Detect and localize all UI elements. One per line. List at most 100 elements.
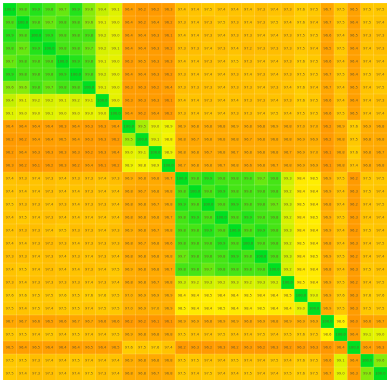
heatmap-cell-label-r5-c5: 100.0 bbox=[71, 73, 82, 77]
heatmap-cell-label-r24-c2: 96.6 bbox=[32, 320, 41, 324]
heatmap-cell-label-r7-c22: 97.6 bbox=[297, 99, 306, 103]
heatmap-cell-label-r13-c17: 99.8 bbox=[231, 177, 240, 181]
heatmap-cell-label-r18-c9: 96.8 bbox=[125, 242, 134, 246]
heatmap-cell-label-r28-c27: 99.6 bbox=[363, 372, 372, 376]
heatmap-cell-label-r14-c25: 97.4 bbox=[337, 190, 346, 194]
heatmap-cell-label-r21-c16: 99.2 bbox=[217, 281, 225, 285]
heatmap-cell-label-r19-c12: 96.8 bbox=[165, 255, 174, 259]
heatmap-cell-label-r2-c7: 99.2 bbox=[98, 34, 106, 38]
heatmap-cell-label-r18-c6: 97.3 bbox=[85, 242, 93, 246]
heatmap-cell-label-r9-c25: 96.9 bbox=[337, 125, 346, 129]
heatmap-cell-label-r18-c19: 99.8 bbox=[257, 242, 266, 246]
heatmap-cell-label-r12-c22: 96.9 bbox=[297, 164, 306, 168]
heatmap-cell-label-r18-c18: 100.0 bbox=[243, 242, 254, 246]
heatmap-cell-label-r9-c2: 96.4 bbox=[32, 125, 41, 129]
heatmap-cell-label-r5-c6: 99.8 bbox=[85, 73, 94, 77]
heatmap-cell-label-r8-c3: 99.1 bbox=[45, 112, 53, 116]
heatmap-cell-label-r15-c13: 99.9 bbox=[178, 203, 187, 207]
heatmap-cell-label-r10-c27: 96.8 bbox=[363, 138, 372, 142]
heatmap-cell-label-r9-c28: 96.8 bbox=[376, 125, 385, 129]
heatmap-cell-label-r15-c7: 97.3 bbox=[98, 203, 106, 207]
heatmap-cell-label-r16-c24: 96.9 bbox=[323, 216, 332, 220]
heatmap-cell-label-r2-c13: 97.4 bbox=[178, 34, 187, 38]
heatmap-cell-label-r3-c19: 97.3 bbox=[257, 47, 265, 51]
heatmap-cell-label-r27-c5: 97.5 bbox=[72, 359, 80, 363]
heatmap-cell-label-r27-c6: 97.4 bbox=[85, 359, 94, 363]
heatmap-cell-label-r15-c21: 99.3 bbox=[284, 203, 292, 207]
heatmap-cell-label-r11-c26: 97.6 bbox=[350, 151, 359, 155]
heatmap-cell-label-r27-c3: 97.4 bbox=[45, 359, 54, 363]
heatmap-cell-label-r2-c22: 97.5 bbox=[297, 34, 305, 38]
heatmap-cell-label-r0-c2: 99.9 bbox=[32, 8, 41, 12]
heatmap-cell-label-r4-c24: 96.6 bbox=[323, 60, 332, 64]
heatmap-cell-label-r17-c2: 97.3 bbox=[32, 229, 40, 233]
heatmap-cell-label-r2-c19: 97.4 bbox=[257, 34, 266, 38]
heatmap-cell-label-r26-c1: 96.4 bbox=[19, 346, 28, 350]
heatmap-cell-label-r18-c5: 97.4 bbox=[72, 242, 81, 246]
heatmap-cell-label-r3-c2: 99.9 bbox=[32, 47, 41, 51]
heatmap-cell-label-r23-c7: 97.5 bbox=[98, 307, 106, 311]
heatmap-cell-label-r11-c27: 96.8 bbox=[363, 151, 372, 155]
heatmap-cell-label-r3-c6: 99.7 bbox=[85, 47, 93, 51]
heatmap-cell-label-r16-c26: 96.3 bbox=[350, 216, 358, 220]
heatmap-cell-label-r26-c20: 96.3 bbox=[270, 346, 278, 350]
heatmap-cell-label-r19-c4: 97.4 bbox=[59, 255, 68, 259]
heatmap-cell-label-r23-c28: 97.5 bbox=[376, 307, 384, 311]
heatmap-cell-label-r14-c17: 99.8 bbox=[231, 190, 240, 194]
heatmap-cell-label-r22-c17: 98.4 bbox=[231, 294, 240, 298]
heatmap-cell-label-r9-c1: 96.4 bbox=[19, 125, 28, 129]
heatmap-cell-label-r9-c14: 96.8 bbox=[191, 125, 200, 129]
heatmap-cell-label-r9-c20: 96.9 bbox=[270, 125, 279, 129]
heatmap-cell-label-r13-c22: 98.4 bbox=[297, 177, 306, 181]
heatmap-cell-label-r21-c27: 97.4 bbox=[363, 281, 372, 285]
heatmap-cell-label-r16-c25: 97.5 bbox=[337, 216, 345, 220]
heatmap-cell-label-r15-c11: 96.7 bbox=[151, 203, 159, 207]
heatmap-cell-label-r4-c8: 99.0 bbox=[112, 60, 121, 64]
heatmap-cell-label-r5-c28: 97.4 bbox=[376, 73, 385, 77]
heatmap-cell-label-r1-c25: 97.5 bbox=[337, 21, 345, 25]
heatmap-cell-label-r25-c10: 96.8 bbox=[138, 333, 147, 337]
heatmap-cell-label-r27-c16: 97.4 bbox=[217, 359, 226, 363]
heatmap-cell-label-r10-c8: 96.2 bbox=[112, 138, 120, 142]
heatmap-cell-label-r26-c16: 96.3 bbox=[217, 346, 225, 350]
heatmap-cell-label-r23-c2: 97.5 bbox=[32, 307, 40, 311]
heatmap-cell-label-r3-c18: 97.2 bbox=[244, 47, 252, 51]
heatmap-cell-label-r25-c11: 96.8 bbox=[151, 333, 160, 337]
heatmap-cell-label-r5-c19: 97.3 bbox=[257, 73, 265, 77]
heatmap-cell-label-r4-c28: 97.4 bbox=[376, 60, 385, 64]
heatmap-cell-label-r20-c0: 97.4 bbox=[6, 268, 15, 272]
heatmap-cell-label-r18-c20: 99.8 bbox=[270, 242, 279, 246]
heatmap-cell-label-r15-c1: 97.3 bbox=[19, 203, 27, 207]
heatmap-cell-label-r18-c7: 97.3 bbox=[98, 242, 106, 246]
heatmap-cell-label-r28-c16: 97.4 bbox=[217, 372, 226, 376]
heatmap-cell-label-r24-c23: 96.9 bbox=[310, 320, 319, 324]
heatmap-cell-label-r14-c16: 99.9 bbox=[217, 190, 226, 194]
heatmap-cell-label-r7-c27: 97.4 bbox=[363, 99, 372, 103]
heatmap-cell-label-r28-c18: 97.5 bbox=[244, 372, 252, 376]
heatmap-cell-label-r25-c23: 97.5 bbox=[310, 333, 318, 337]
heatmap-cell-label-r3-c23: 97.4 bbox=[310, 47, 319, 51]
heatmap-cell-label-r9-c23: 97.0 bbox=[310, 125, 319, 129]
heatmap-cell-label-r9-c19: 96.8 bbox=[257, 125, 266, 129]
heatmap-cell-label-r11-c23: 97.0 bbox=[310, 151, 319, 155]
heatmap-cell-label-r6-c18: 97.3 bbox=[244, 86, 252, 90]
heatmap-cell-label-r16-c23: 98.5 bbox=[310, 216, 318, 220]
heatmap-cell-label-r19-c6: 97.4 bbox=[85, 255, 94, 259]
heatmap-cell-label-r7-c0: 99.4 bbox=[6, 99, 15, 103]
heatmap-cell-label-r24-c8: 96.6 bbox=[112, 320, 121, 324]
heatmap-cell-label-r21-c2: 97.3 bbox=[32, 281, 40, 285]
heatmap-cell-label-r25-c26: 96.4 bbox=[350, 333, 359, 337]
heatmap-cell-label-r28-c15: 97.5 bbox=[204, 372, 212, 376]
heatmap-cell-label-r8-c23: 97.5 bbox=[310, 112, 318, 116]
heatmap-cell-label-r5-c22: 97.5 bbox=[297, 73, 305, 77]
heatmap-cell-label-r9-c27: 96.9 bbox=[363, 125, 372, 129]
heatmap-cell-label-r9-c7: 96.3 bbox=[98, 125, 106, 129]
heatmap-cell-label-r0-c18: 97.4 bbox=[244, 8, 253, 12]
heatmap-cell-label-r26-c12: 97.4 bbox=[165, 346, 174, 350]
heatmap-cell-label-r22-c14: 98.4 bbox=[191, 294, 200, 298]
heatmap-cell-label-r22-c26: 96.3 bbox=[350, 294, 358, 298]
heatmap-cell-label-r13-c5: 97.3 bbox=[72, 177, 80, 181]
heatmap-cell-label-r13-c9: 96.9 bbox=[125, 177, 134, 181]
heatmap-cell-label-r5-c2: 99.8 bbox=[32, 73, 41, 77]
heatmap-cell-label-r21-c7: 97.3 bbox=[98, 281, 106, 285]
